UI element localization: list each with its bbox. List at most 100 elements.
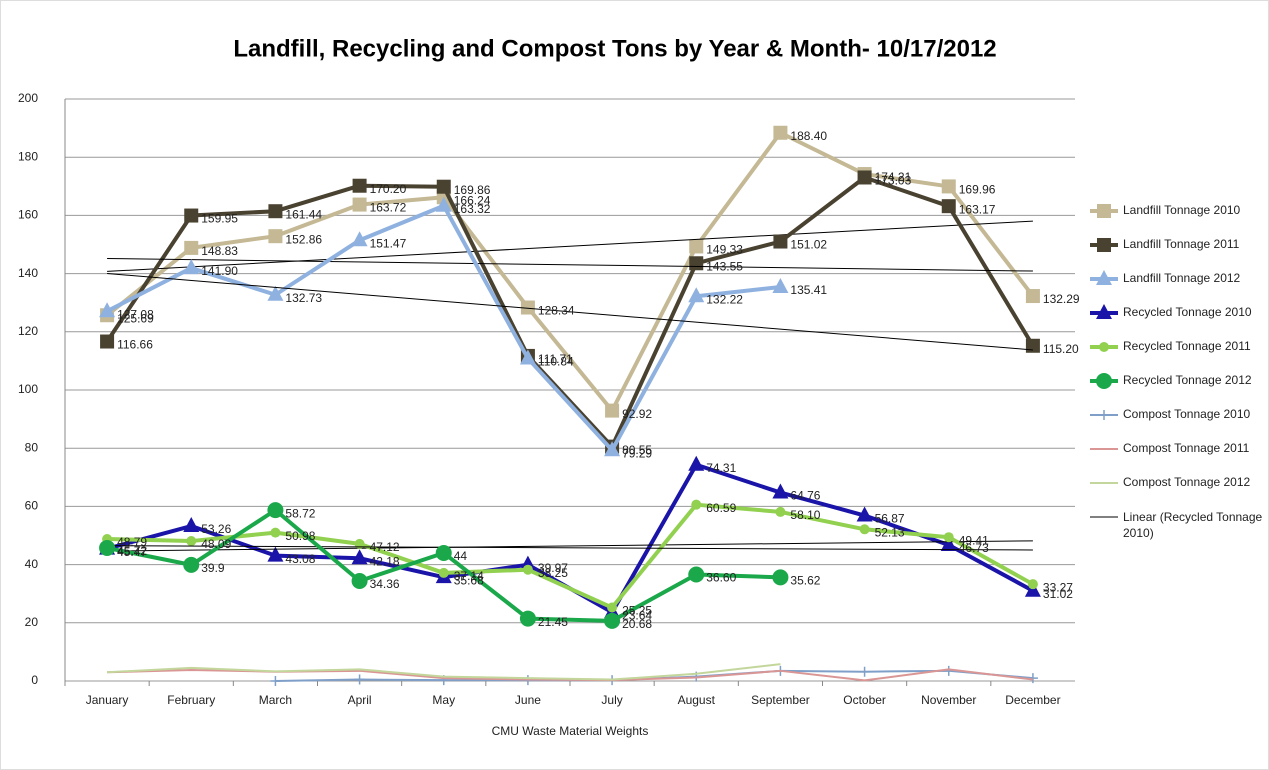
y-tick-label: 160 (18, 208, 38, 222)
series-line (107, 502, 1034, 610)
marker (604, 612, 621, 629)
marker (268, 229, 283, 244)
marker (435, 196, 452, 212)
marker (1027, 673, 1038, 684)
x-tick-label: May (432, 693, 455, 707)
marker (1024, 581, 1041, 597)
marker (1099, 342, 1109, 352)
legend-label: Recycled Tonnage 2010 (1123, 305, 1252, 319)
y-tick-label: 0 (31, 673, 38, 687)
data-label: 48.79 (117, 535, 147, 549)
y-tick-label: 20 (25, 615, 39, 629)
data-label: 38.25 (538, 566, 568, 580)
data-label: 141.90 (201, 264, 238, 278)
data-label: 20.68 (622, 617, 652, 631)
marker (943, 665, 954, 676)
marker (604, 441, 621, 457)
data-label: 174.21 (875, 170, 912, 184)
x-tick-label: February (167, 693, 215, 707)
x-tick-label: September (751, 693, 810, 707)
data-label: 35.68 (454, 573, 484, 587)
data-label: 132.73 (285, 291, 322, 305)
marker (186, 536, 197, 547)
marker (99, 539, 116, 556)
data-label: 79.29 (622, 446, 652, 460)
data-label: 44 (454, 549, 468, 563)
x-tick-label: January (86, 693, 129, 707)
data-label: 50.98 (285, 529, 315, 543)
marker (1099, 410, 1109, 420)
marker (267, 546, 284, 562)
marker (605, 403, 620, 418)
data-label: 151.02 (790, 238, 827, 252)
marker (1096, 304, 1112, 319)
marker (184, 208, 199, 223)
data-label: 60.59 (706, 501, 736, 515)
data-label: 127.08 (117, 307, 154, 321)
data-label: 33.27 (1043, 580, 1073, 594)
marker (436, 179, 451, 194)
data-label: 143.55 (706, 259, 743, 273)
marker (1096, 373, 1112, 389)
x-axis-label: CMU Waste Material Weights (492, 724, 649, 738)
marker (856, 506, 873, 522)
marker (773, 234, 788, 249)
marker (100, 334, 115, 349)
marker (1097, 204, 1111, 218)
data-label: 173.03 (875, 174, 912, 188)
marker (607, 602, 618, 613)
marker (689, 239, 704, 254)
data-label: 135.41 (790, 283, 827, 297)
marker (1097, 238, 1111, 252)
marker (519, 349, 536, 365)
data-label: 166.24 (454, 193, 491, 207)
marker (941, 179, 956, 194)
marker (183, 556, 200, 573)
data-label: 170.20 (370, 182, 407, 196)
y-tick-label: 140 (18, 266, 38, 280)
legend-label: Compost Tonnage 2010 (1123, 407, 1251, 421)
marker (354, 674, 365, 685)
data-label: 151.47 (370, 236, 407, 250)
data-label: 152.86 (285, 232, 322, 246)
data-label: 58.72 (285, 506, 315, 520)
x-tick-label: November (921, 693, 976, 707)
data-label: 80.55 (622, 443, 652, 457)
marker (351, 549, 368, 565)
marker (352, 178, 367, 193)
legend-item: Linear (Recycled Tonnage 2010) (1123, 510, 1262, 540)
data-label: 74.31 (706, 461, 736, 475)
data-label: 45.72 (117, 544, 147, 558)
marker (351, 573, 368, 590)
marker (1027, 579, 1038, 590)
data-label: 53.26 (201, 522, 231, 536)
data-label: 92.92 (622, 407, 652, 421)
data-label: 34.36 (370, 577, 400, 591)
data-label: 47.12 (370, 540, 400, 554)
marker (183, 517, 200, 533)
data-label: 49.41 (959, 533, 989, 547)
marker (268, 204, 283, 219)
data-label: 116.66 (117, 338, 153, 352)
y-tick-label: 60 (25, 499, 39, 513)
data-label: 45.47 (117, 545, 147, 559)
series-line (107, 663, 781, 681)
marker (267, 502, 284, 519)
y-tick-label: 200 (18, 91, 38, 105)
data-label: 56.87 (875, 512, 905, 526)
marker (1025, 289, 1040, 304)
legend-label: Recycled Tonnage 2012 (1123, 373, 1252, 387)
marker (438, 567, 449, 578)
series-line (105, 130, 1035, 413)
data-label: 37.14 (454, 569, 484, 583)
marker (773, 125, 788, 140)
legend-label: Landfill Tonnage 2012 (1123, 271, 1241, 285)
marker (772, 569, 789, 586)
marker (772, 277, 789, 293)
chart-title: Landfill, Recycling and Compost Tons by … (233, 35, 996, 62)
data-label: 148.83 (201, 244, 238, 258)
legend-label: Compost Tonnage 2011 (1123, 441, 1250, 455)
data-label: 132.29 (1043, 292, 1080, 306)
